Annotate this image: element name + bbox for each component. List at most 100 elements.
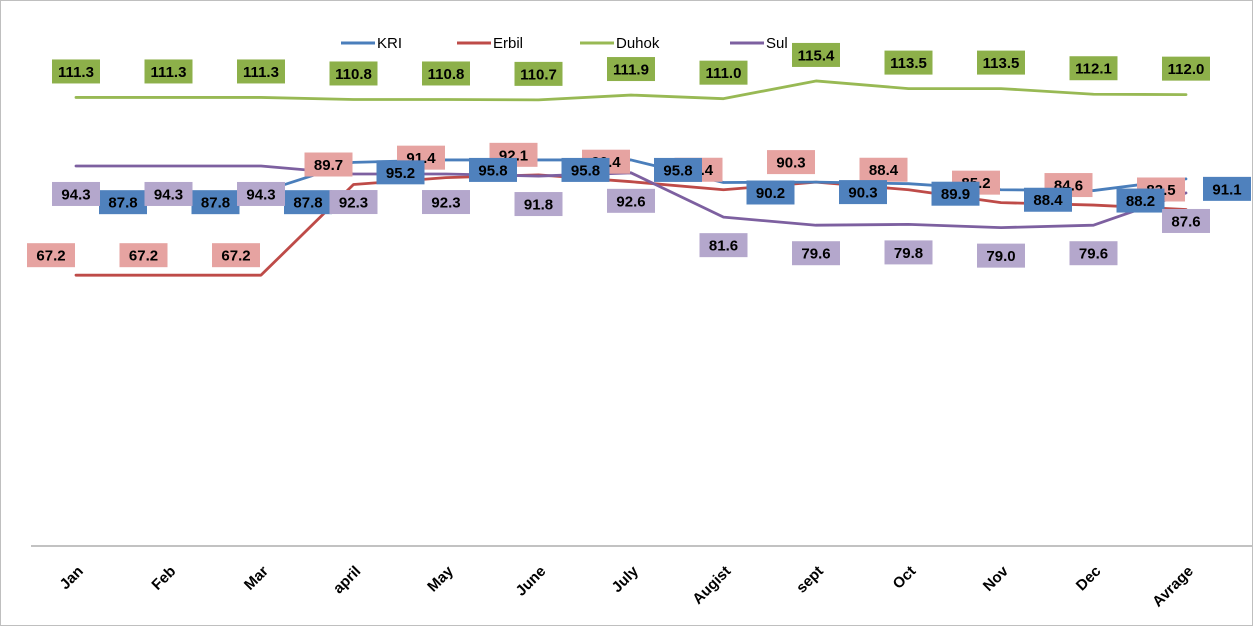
data-label-box-erbil [119,243,168,268]
data-label-box-sul [422,190,470,215]
data-label-kri: 87.8 [293,195,322,212]
x-tick-label: Mar [241,563,272,594]
data-label-duhok: 115.4 [798,47,835,64]
data-label-duhok: 111.3 [58,64,94,81]
data-label-duhok: 110.8 [428,66,465,83]
data-label-box-duhok [884,50,933,75]
x-tick-label: Feb [148,563,179,594]
data-label-duhok: 112.1 [1075,61,1112,78]
data-label-box-erbil [767,150,815,175]
data-label-box-sul [607,188,655,213]
data-label-box-erbil [27,243,75,268]
data-label-box-duhok [977,50,1025,75]
x-tick-label: Avrage [1149,563,1197,611]
data-label-box-kri [1024,187,1072,212]
data-label-kri: 95.2 [386,165,415,182]
data-label-box-duhok [52,59,100,84]
data-label-box-erbil [304,152,353,177]
data-label-box-duhok [329,61,378,86]
data-label-box-sul [237,181,285,206]
data-label-duhok: 111.0 [706,65,742,82]
data-label-box-sul [329,190,378,215]
data-label-duhok: 110.8 [335,66,372,83]
data-label-box-kri [99,190,147,215]
data-label-duhok: 113.5 [890,55,927,72]
data-label-sul: 79.6 [1079,246,1108,263]
data-label-sul: 79.6 [801,246,830,263]
data-label-box-sul [52,181,100,206]
data-label-sul: 94.3 [246,186,275,203]
x-tick-label: Nov [980,562,1013,595]
data-label-erbil: 88.4 [869,162,899,179]
data-label-kri: 88.4 [1033,192,1063,209]
data-label-box-kri [654,157,702,182]
x-tick-label: June [513,563,550,600]
x-tick-label: Dec [1073,563,1104,594]
data-label-box-kri [839,180,887,205]
data-label-erbil: 67.2 [221,248,250,265]
data-label-duhok: 113.5 [983,55,1020,72]
series-line-erbil [74,173,1188,277]
x-tick-label: sept [793,563,827,597]
data-label-sul: 92.6 [616,193,645,210]
x-tick-label: Jan [57,563,87,593]
data-label-box-duhok [514,61,563,86]
data-label-box-duhok [1069,56,1118,81]
data-label-kri: 95.8 [478,162,507,179]
x-tick-label: July [609,562,643,596]
data-label-erbil: 90.3 [776,155,805,172]
x-tick-label: May [424,562,457,595]
data-label-erbil: 89.7 [314,157,343,174]
data-label-duhok: 110.7 [520,66,557,83]
data-label-box-sul [144,181,193,206]
data-label-box-sul [514,192,563,217]
data-label-box-erbil [212,243,260,268]
data-label-erbil: 67.2 [129,248,158,265]
data-label-duhok: 112.0 [1168,61,1205,78]
x-tick-label: Oct [890,563,920,593]
data-label-box-kri [191,190,240,215]
data-label-kri: 87.8 [108,195,137,212]
data-label-box-sul [699,233,748,258]
data-label-box-kri [1203,176,1251,201]
data-label-kri: 88.2 [1126,193,1155,210]
x-tick-label: april [330,563,364,597]
data-label-box-duhok [1162,56,1210,81]
data-label-box-sul [884,240,933,265]
data-label-sul: 94.3 [61,186,90,203]
data-label-sul: 79.8 [894,245,923,262]
data-label-box-sul [977,243,1025,268]
data-label-erbil: 67.2 [36,248,65,265]
data-label-box-duhok [607,57,655,82]
legend-label-kri: KRI [377,35,402,52]
data-label-box-sul [1069,241,1118,266]
data-label-kri: 95.8 [571,162,600,179]
data-label-kri: 90.2 [756,185,785,202]
data-label-box-sul [792,241,840,266]
data-label-duhok: 111.3 [243,64,279,81]
data-label-box-erbil [859,157,908,182]
data-label-box-duhok [422,61,470,86]
data-label-sul: 92.3 [431,195,460,212]
data-label-sul: 92.3 [339,195,368,212]
data-label-kri: 91.1 [1212,181,1241,198]
data-label-kri: 87.8 [201,195,230,212]
data-label-box-kri [746,180,795,205]
legend-label-erbil: Erbil [493,35,523,52]
data-label-box-sul [1162,208,1210,233]
data-label-kri: 95.8 [663,162,692,179]
data-label-box-kri [284,190,332,215]
data-label-kri: 89.9 [941,186,970,203]
legend-label-sul: Sul [766,35,788,52]
data-label-duhok: 111.9 [613,62,649,79]
data-label-sul: 91.8 [524,197,553,214]
data-label-sul: 94.3 [154,186,183,203]
data-label-box-kri [469,157,517,182]
data-label-box-duhok [699,60,748,85]
data-label-box-duhok [144,59,193,84]
data-label-box-kri [561,157,610,182]
series-line-sul [74,164,1188,230]
data-label-sul: 87.6 [1171,213,1200,230]
